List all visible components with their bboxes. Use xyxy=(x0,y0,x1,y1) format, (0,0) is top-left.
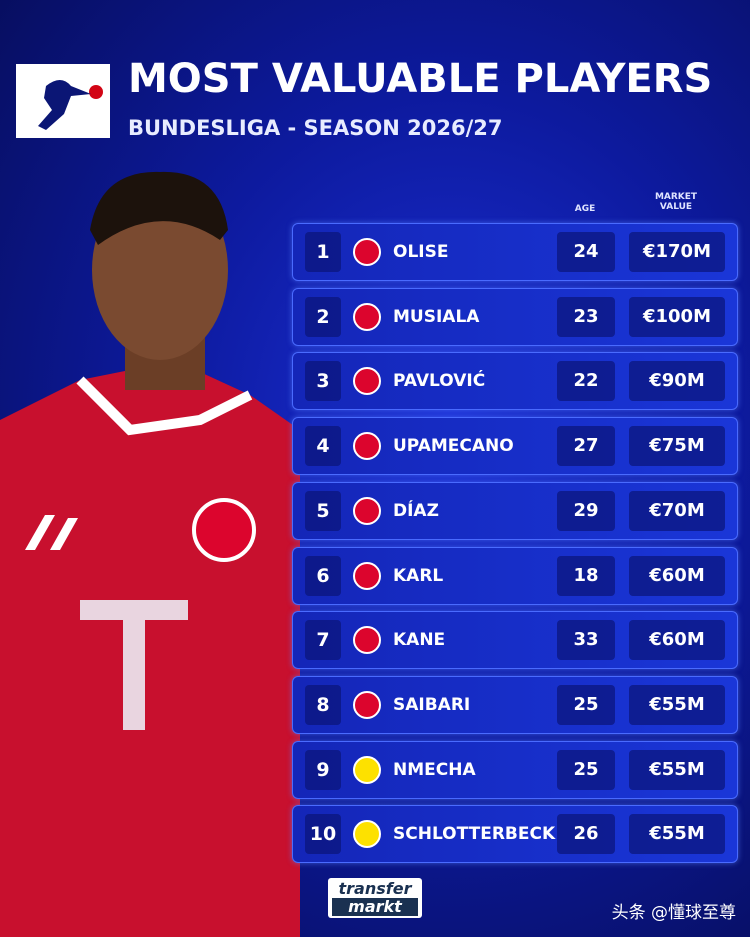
age: 33 xyxy=(557,620,615,661)
rank: 7 xyxy=(305,620,341,661)
club-badge xyxy=(353,755,381,784)
club-badge xyxy=(353,302,381,331)
league-logo-icon xyxy=(38,80,103,130)
age: 25 xyxy=(557,684,615,725)
market-value: €100M xyxy=(629,296,725,337)
player-name: MUSIALA xyxy=(393,306,480,327)
age: 27 xyxy=(557,426,615,467)
rank: 9 xyxy=(305,749,341,790)
player-name: PAVLOVIĆ xyxy=(393,371,486,392)
subtitle: BUNDESLIGA - SEASON 2026/27 xyxy=(128,116,503,140)
rank: 3 xyxy=(305,361,341,402)
age: 25 xyxy=(557,749,615,790)
player-name: SCHLOTTERBECK xyxy=(393,824,556,845)
league-logo xyxy=(16,64,110,138)
column-header: AGE xyxy=(574,204,596,214)
table-row: 9 NMECHA 25 €55M xyxy=(292,740,738,799)
watermark: 头条 @懂球至尊 xyxy=(611,903,736,923)
age: 22 xyxy=(557,361,615,402)
brand-stripes xyxy=(25,515,78,550)
market-value: €55M xyxy=(629,814,725,855)
club-badge xyxy=(353,820,381,849)
rank: 2 xyxy=(305,296,341,337)
market-value: €55M xyxy=(629,749,725,790)
club-badge xyxy=(353,561,381,590)
market-value: €75M xyxy=(629,426,725,467)
logo-text: markt xyxy=(332,898,418,916)
club-badge xyxy=(353,238,381,266)
rank: 10 xyxy=(305,814,341,855)
rank: 5 xyxy=(305,490,341,531)
age: 18 xyxy=(557,555,615,596)
table-row: 5 DÍAZ 29 €70M xyxy=(292,481,738,540)
collar xyxy=(76,376,253,436)
age: 24 xyxy=(557,232,615,272)
logo-text: transfer xyxy=(338,879,412,898)
age: 29 xyxy=(557,490,615,531)
market-value: €170M xyxy=(629,232,725,272)
table-row: 1 OLISE 24 €170M xyxy=(292,223,738,281)
rank: 1 xyxy=(305,232,341,272)
age: 26 xyxy=(557,814,615,855)
club-badge xyxy=(353,432,381,461)
rank: 4 xyxy=(305,426,341,467)
club-badge xyxy=(353,690,381,719)
table-row: 4 UPAMECANO 27 €75M xyxy=(292,417,738,476)
table-row: 7 KANE 33 €60M xyxy=(292,611,738,670)
rank: 6 xyxy=(305,555,341,596)
sponsor-logo xyxy=(80,600,188,730)
hair xyxy=(90,171,228,245)
club-badge xyxy=(353,626,381,655)
market-value: €60M xyxy=(629,620,725,661)
player-name: UPAMECANO xyxy=(393,436,514,457)
title: MOST VALUABLE PLAYERS xyxy=(128,56,713,102)
crest xyxy=(192,498,256,562)
market-value: €60M xyxy=(629,555,725,596)
player-name: OLISE xyxy=(393,242,449,262)
player-name: DÍAZ xyxy=(393,500,439,521)
player-name: KANE xyxy=(393,630,446,651)
table-row: 10 SCHLOTTERBECK 26 €55M xyxy=(292,805,738,864)
age: 23 xyxy=(557,296,615,337)
market-value: €70M xyxy=(629,490,725,531)
market-value: €55M xyxy=(629,684,725,725)
table-row: 2 MUSIALA 23 €100M xyxy=(292,287,738,346)
player-name: KARL xyxy=(393,565,444,586)
player-name: SAIBARI xyxy=(393,694,471,715)
rank: 8 xyxy=(305,684,341,725)
table-row: 3 PAVLOVIĆ 22 €90M xyxy=(292,352,738,411)
club-badge xyxy=(353,367,381,396)
club-badge xyxy=(353,496,381,525)
column-header: MARKET VALUE xyxy=(654,192,698,212)
player-name: NMECHA xyxy=(393,759,476,780)
table-row: 6 KARL 18 €60M xyxy=(292,546,738,605)
table-row: 8 SAIBARI 25 €55M xyxy=(292,675,738,734)
transfermarkt-logo: transfer markt xyxy=(328,878,422,918)
market-value: €90M xyxy=(629,361,725,402)
jersey xyxy=(0,370,300,937)
